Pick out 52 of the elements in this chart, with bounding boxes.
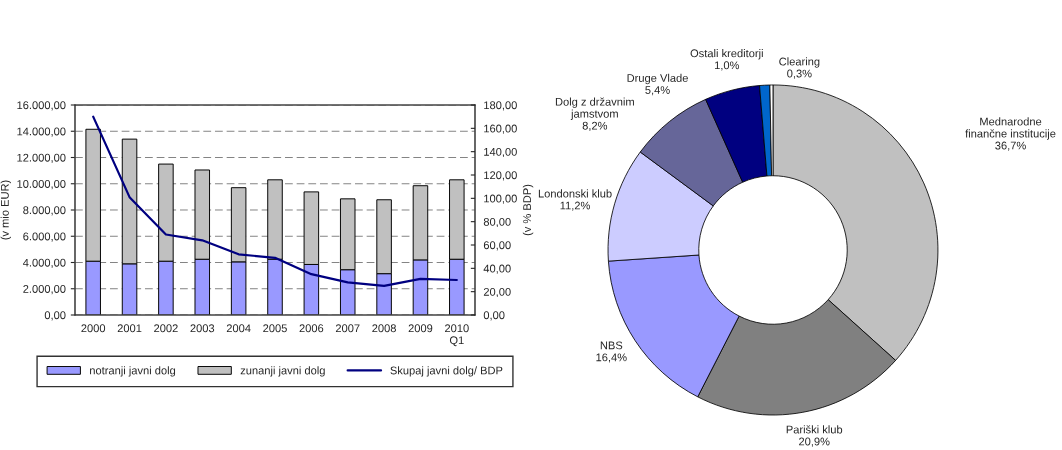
data-label: 5,4%: [645, 86, 670, 96]
data-label: 36,7%: [995, 141, 1026, 151]
y-tick-label: 8.000,00: [23, 206, 66, 216]
legend-label: notranji javni dolg: [90, 366, 176, 377]
data-label: 8,2%: [582, 121, 608, 131]
x-tick-label: 2008: [372, 324, 396, 333]
x-tick-label: 2010 Q1: [445, 324, 469, 347]
x-tick-label: 2000: [81, 324, 106, 333]
data-label: 16,4%: [596, 353, 627, 363]
x-tick-label: 2005: [263, 324, 287, 333]
y-tick-label: 12.000,00: [17, 153, 66, 163]
legend-label: zunanji javni dolg: [240, 366, 325, 377]
y-axis-title: (v mio EUR): [0, 180, 11, 240]
slice-label: Mednarodne finančne institucije: [965, 117, 1056, 140]
y2-tick-label: 140,00: [484, 147, 517, 158]
x-tick-label: 2006: [299, 324, 324, 333]
y2-tick-label: 120,00: [484, 171, 517, 181]
y-tick-label: 6.000,00: [23, 232, 66, 242]
y2-tick-label: 180,00: [484, 101, 517, 111]
y-tick-label: 10.000,00: [17, 180, 66, 190]
x-tick-label: 2001: [117, 324, 142, 333]
data-label: 20,9%: [799, 437, 830, 447]
y2-tick-label: 0,00: [483, 311, 505, 321]
slice-label: Druge Vlade: [627, 73, 688, 85]
y-tick-label: 16.000,00: [17, 101, 66, 111]
y-tick-label: 14.000,00: [17, 127, 66, 137]
y2-tick-label: 20,00: [483, 287, 511, 298]
x-tick-label: 2004: [226, 324, 251, 333]
slice-label: Pariški klub: [786, 425, 843, 434]
data-label: 11,2%: [560, 201, 590, 211]
y2-tick-label: 100,00: [484, 194, 517, 204]
data-label: 0,3%: [787, 69, 812, 79]
y2-tick-label: 40,00: [483, 264, 511, 274]
legend-label: Skupaj javni dolg/ BDP: [390, 366, 503, 377]
x-tick-label: 2009: [408, 324, 433, 333]
data-label: 1,0%: [714, 61, 740, 71]
y2-axis-title: (v % BDP): [522, 184, 534, 236]
y2-tick-label: 60,00: [483, 241, 511, 251]
slice-label: Ostali kreditorji: [690, 49, 763, 60]
line-series: [92, 115, 458, 287]
slice-label: Londonski klub: [538, 189, 612, 198]
y2-tick-label: 160,00: [484, 124, 517, 134]
x-tick-label: 2002: [154, 324, 178, 333]
y-tick-label: 2.000,00: [23, 285, 66, 295]
slice-label: NBS: [600, 341, 623, 350]
slice-label: Clearing: [779, 57, 820, 68]
x-tick-label: 2003: [190, 324, 215, 333]
y-tick-label: 0,00: [44, 311, 66, 321]
y-tick-label: 4.000,00: [22, 258, 66, 268]
x-tick-label: 2007: [335, 324, 360, 333]
slice-label: Dolg z državnim jamstvom: [555, 97, 634, 120]
y2-tick-label: 80,00: [483, 217, 511, 228]
